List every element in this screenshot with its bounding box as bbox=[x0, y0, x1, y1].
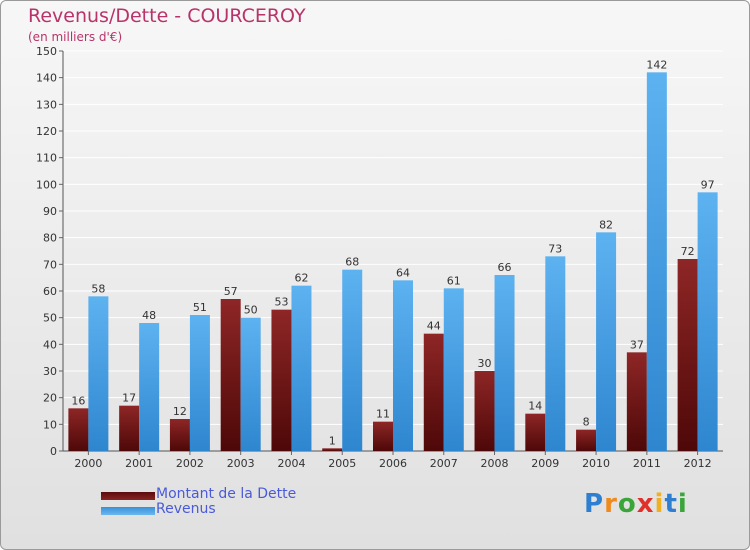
bar-dette-label: 57 bbox=[224, 285, 238, 298]
bar-revenus bbox=[443, 288, 464, 451]
x-tick-label: 2005 bbox=[328, 457, 356, 470]
x-tick-label: 2011 bbox=[633, 457, 661, 470]
legend-label-dette: Montant de la Dette bbox=[156, 486, 297, 502]
y-tick-label: 150 bbox=[36, 45, 57, 58]
bar-revenus-label: 97 bbox=[701, 178, 715, 191]
x-tick-label: 2006 bbox=[379, 457, 407, 470]
x-tick-label: 2000 bbox=[74, 457, 102, 470]
bar-revenus bbox=[88, 296, 109, 451]
bar-dette bbox=[119, 405, 140, 451]
y-tick-label: 120 bbox=[36, 125, 57, 138]
x-tick-label: 2009 bbox=[531, 457, 559, 470]
x-tick-label: 2008 bbox=[481, 457, 509, 470]
y-tick-label: 80 bbox=[43, 232, 57, 245]
bar-dette-label: 72 bbox=[681, 245, 695, 258]
logo-letter: r bbox=[604, 489, 618, 519]
bar-dette bbox=[474, 371, 495, 451]
x-tick-label: 2001 bbox=[125, 457, 153, 470]
bar-revenus bbox=[596, 232, 617, 451]
bar-dette bbox=[68, 408, 89, 451]
bar-dette bbox=[322, 448, 343, 451]
bar-dette bbox=[373, 421, 393, 451]
bar-dette-label: 37 bbox=[630, 338, 644, 351]
bar-revenus-label: 82 bbox=[599, 218, 613, 231]
bar-revenus bbox=[697, 192, 718, 452]
x-tick-label: 2010 bbox=[582, 457, 610, 470]
bar-dette-label: 16 bbox=[71, 394, 85, 407]
y-tick-label: 140 bbox=[36, 72, 57, 85]
logo-letter: x bbox=[636, 489, 655, 519]
legend-swatch-dette bbox=[101, 492, 155, 500]
bar-revenus bbox=[646, 72, 667, 451]
x-tick-label: 2004 bbox=[277, 457, 305, 470]
bar-revenus-label: 48 bbox=[142, 309, 156, 322]
bar-dette-label: 1 bbox=[329, 434, 336, 447]
y-tick-label: 30 bbox=[43, 365, 57, 378]
bar-revenus-label: 51 bbox=[193, 301, 207, 314]
bar-revenus-label: 66 bbox=[498, 261, 512, 274]
bar-dette bbox=[423, 333, 444, 451]
bar-revenus-label: 62 bbox=[294, 272, 308, 285]
bar-dette bbox=[220, 299, 241, 451]
bar-revenus bbox=[393, 280, 413, 451]
bar-dette-label: 53 bbox=[274, 296, 288, 309]
y-tick-label: 40 bbox=[43, 338, 57, 351]
bar-dette bbox=[626, 352, 647, 451]
bar-revenus-label: 142 bbox=[646, 58, 667, 71]
legend-swatch-revenus bbox=[101, 507, 155, 515]
bar-dette-label: 12 bbox=[173, 405, 187, 418]
bar-dette-label: 44 bbox=[427, 320, 441, 333]
y-tick-label: 130 bbox=[36, 98, 57, 111]
logo-letter: P bbox=[584, 489, 605, 519]
x-tick-label: 2007 bbox=[430, 457, 458, 470]
bar-revenus bbox=[189, 315, 210, 451]
bar-dette bbox=[271, 309, 292, 451]
bar-dette-label: 17 bbox=[122, 392, 136, 405]
x-tick-label: 2002 bbox=[176, 457, 204, 470]
bar-revenus bbox=[291, 285, 312, 451]
bar-revenus bbox=[139, 323, 160, 451]
bar-dette bbox=[169, 419, 190, 451]
logo-letter: o bbox=[617, 489, 637, 519]
y-tick-label: 0 bbox=[50, 445, 57, 458]
y-tick-label: 60 bbox=[43, 285, 57, 298]
bar-revenus-label: 68 bbox=[345, 256, 359, 269]
bar-dette-label: 14 bbox=[528, 400, 542, 413]
proxiti-logo: Proxiti bbox=[584, 489, 688, 519]
y-tick-label: 10 bbox=[43, 418, 57, 431]
chart-subtitle: (en milliers d'€) bbox=[28, 30, 123, 44]
x-tick-label: 2003 bbox=[227, 457, 255, 470]
y-tick-label: 100 bbox=[36, 178, 57, 191]
y-tick-label: 70 bbox=[43, 258, 57, 271]
logo-letter: i bbox=[654, 489, 665, 519]
y-tick-label: 20 bbox=[43, 392, 57, 405]
y-tick-label: 50 bbox=[43, 312, 57, 325]
bar-dette bbox=[677, 259, 698, 451]
bar-dette-label: 30 bbox=[478, 357, 492, 370]
y-tick-label: 110 bbox=[36, 152, 57, 165]
bar-revenus bbox=[494, 275, 515, 451]
logo-letter: i bbox=[677, 489, 688, 519]
chart-title: Revenus/Dette - COURCEROY bbox=[28, 5, 306, 27]
bar-dette bbox=[576, 429, 597, 451]
bar-revenus-label: 61 bbox=[447, 274, 461, 287]
bar-dette-label: 11 bbox=[376, 408, 390, 421]
x-tick-label: 2012 bbox=[684, 457, 712, 470]
y-tick-label: 90 bbox=[43, 205, 57, 218]
bar-revenus bbox=[240, 317, 261, 451]
bar-dette bbox=[525, 413, 546, 451]
bar-dette-label: 8 bbox=[583, 416, 590, 429]
logo-letter: t bbox=[664, 489, 678, 519]
bar-revenus-label: 58 bbox=[91, 282, 105, 295]
bar-revenus-label: 73 bbox=[548, 242, 562, 255]
bar-revenus bbox=[545, 256, 566, 451]
legend-label-revenus: Revenus bbox=[156, 501, 216, 517]
bar-revenus-label: 50 bbox=[244, 304, 258, 317]
bar-revenus bbox=[342, 269, 363, 451]
bar-revenus-label: 64 bbox=[396, 266, 410, 279]
